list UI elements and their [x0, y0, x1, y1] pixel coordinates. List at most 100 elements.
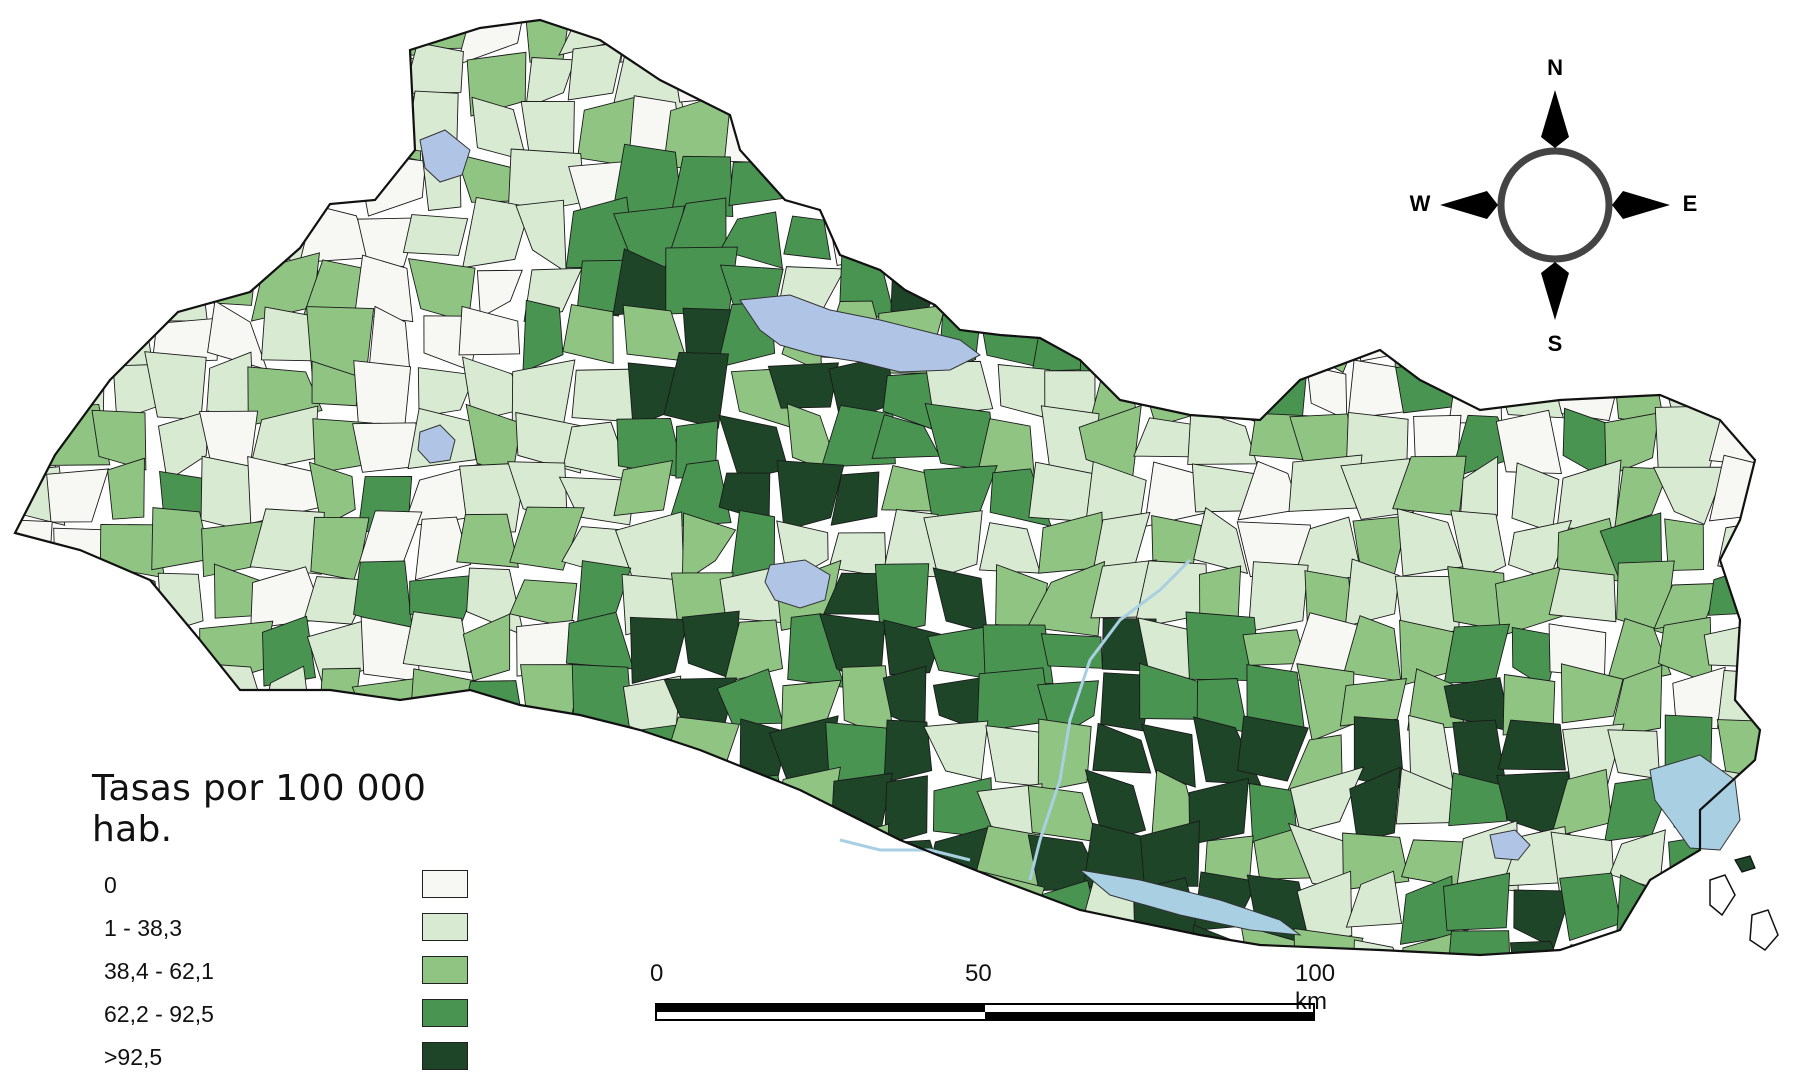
municipality-polygon [1652, 931, 1721, 955]
municipality-polygon [1657, 95, 1721, 161]
municipality-polygon [683, 819, 742, 896]
municipality-polygon [1459, 455, 1499, 524]
municipality-polygon [213, 144, 255, 213]
municipality-polygon [567, 925, 631, 955]
legend-swatch [422, 956, 468, 984]
municipality-polygon [1708, 454, 1760, 522]
municipality-polygon [1556, 459, 1622, 531]
municipality-polygon [525, 770, 584, 832]
lake-guija [419, 129, 471, 183]
municipality-polygon [1453, 20, 1516, 62]
municipality-polygon [883, 619, 943, 676]
municipality-polygon [1344, 158, 1416, 209]
municipality-polygon [770, 156, 832, 198]
compass-ring [1497, 147, 1613, 263]
municipality-polygon [722, 883, 793, 945]
legend-row: 1 - 38,3 [92, 909, 492, 952]
municipality-polygon [354, 254, 414, 323]
municipality-polygon [1091, 103, 1148, 162]
municipality-polygon [1655, 20, 1728, 61]
compass-label-west: W [1410, 191, 1431, 216]
scale-label-0: 0 [650, 960, 664, 987]
municipality-polygon [1033, 54, 1095, 107]
municipality-polygon [1345, 870, 1403, 928]
legend-label: 38,4 - 62,1 [104, 958, 214, 984]
municipality-polygon [1664, 518, 1704, 571]
municipality-polygon [666, 459, 732, 528]
municipality-polygon [923, 720, 989, 780]
municipality-polygon [99, 144, 160, 216]
compass-arrow-east [1612, 191, 1670, 219]
scale-segment-black-2 [985, 1012, 1313, 1019]
municipality-polygon [1296, 870, 1353, 947]
municipality-polygon [46, 468, 110, 523]
municipality-polygon [1134, 100, 1196, 155]
islands [1709, 855, 1779, 951]
municipality-polygon [1770, 0, 1796, 57]
municipality-polygon [1557, 20, 1622, 66]
municipality-polygon [1763, 775, 1796, 845]
municipality-polygon [561, 981, 637, 1046]
municipality-polygon [1495, 363, 1564, 419]
municipality-polygon [1292, 20, 1360, 61]
municipality-polygon [1358, 105, 1413, 163]
municipality-polygon [108, 20, 168, 58]
municipality-polygon [1191, 108, 1257, 169]
municipality-polygon [267, 41, 324, 113]
municipality-polygon [1756, 202, 1760, 257]
municipality-polygon [767, 362, 839, 409]
municipality-polygon [1193, 506, 1249, 575]
municipality-polygon [1079, 309, 1157, 374]
municipality-polygon [1559, 872, 1622, 942]
municipality-polygon [149, 678, 218, 742]
compass-arrow-west [1440, 191, 1498, 219]
municipality-polygon [1615, 930, 1661, 955]
municipality-polygon [1710, 353, 1760, 430]
municipality-polygon [311, 360, 361, 407]
municipality-polygon [60, 146, 98, 215]
municipality-polygon [1085, 145, 1155, 217]
municipality-polygon [1598, 305, 1665, 372]
legend-label: 0 [104, 872, 117, 898]
municipality-polygon [1606, 262, 1669, 318]
municipality-polygon [611, 821, 687, 891]
municipality-polygon [15, 518, 53, 585]
municipality-polygon [629, 616, 689, 685]
municipality-polygon [308, 461, 356, 528]
municipality-polygon [1132, 20, 1208, 58]
legend-row: >92,5 [92, 1038, 492, 1081]
legend-swatch [422, 1042, 468, 1070]
municipality-polygon [195, 663, 268, 728]
municipality-polygon [142, 195, 207, 263]
municipality-polygon [988, 48, 1041, 112]
municipality-polygon [1554, 302, 1619, 372]
municipality-polygon [821, 101, 887, 161]
municipality-polygon [1665, 885, 1715, 936]
municipality-polygon [922, 97, 987, 150]
municipality-polygon [1238, 354, 1309, 421]
municipality-polygon [1720, 257, 1760, 324]
legend-label: 62,2 - 92,5 [104, 1001, 214, 1027]
legend-row: 62,2 - 92,5 [92, 995, 492, 1038]
municipality-polygon [1030, 214, 1099, 267]
municipality-polygon [822, 56, 880, 114]
municipality-polygon [928, 210, 995, 265]
municipality-polygon [1140, 820, 1200, 887]
municipality-polygon [1446, 983, 1511, 1044]
municipality-polygon [773, 766, 841, 831]
municipality-polygon [519, 830, 584, 886]
municipality-polygon [1703, 201, 1760, 258]
municipality-polygon [456, 513, 520, 568]
municipality-polygon [722, 774, 789, 838]
compass-label-south: S [1548, 331, 1563, 356]
municipality-polygon [0, 979, 59, 1034]
municipality-polygon [414, 516, 472, 581]
municipality-polygon [613, 459, 674, 517]
municipality-polygon [1299, 94, 1353, 149]
legend-swatch [422, 999, 468, 1027]
municipality-polygon [1703, 55, 1760, 108]
municipality-polygon [1026, 560, 1105, 637]
municipality-polygon [825, 721, 897, 788]
municipality-polygon [1723, 985, 1761, 1049]
municipality-polygon [977, 195, 1043, 264]
